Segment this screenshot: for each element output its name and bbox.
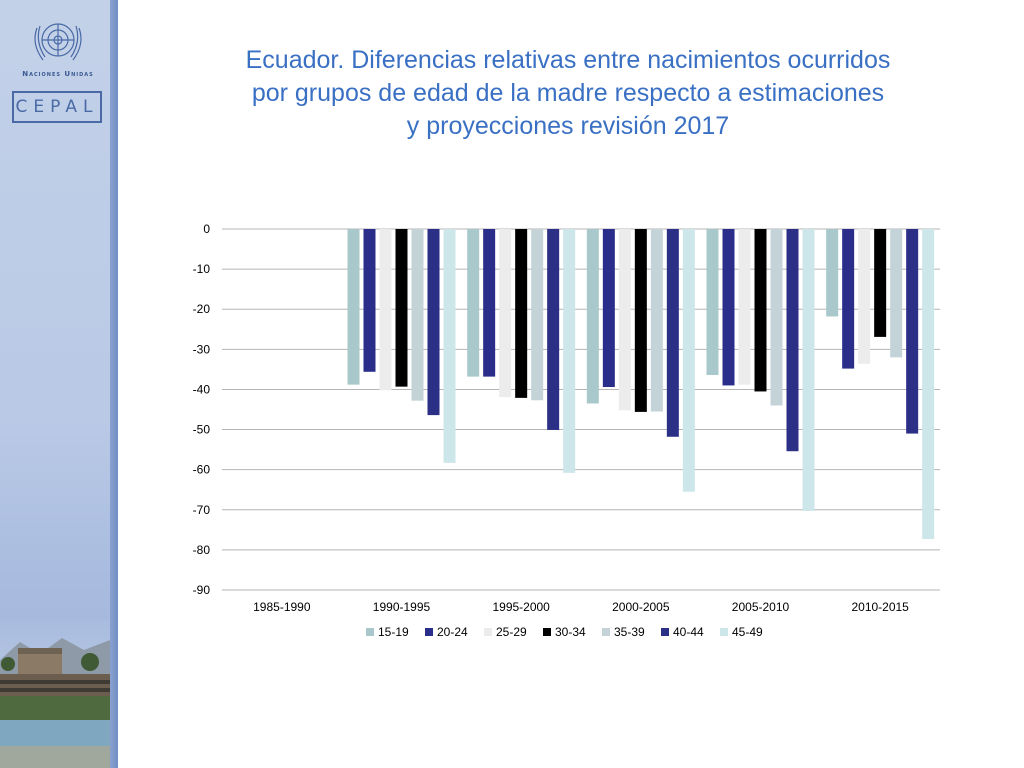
legend-label: 30-34: [555, 625, 586, 639]
x-tick-label: 1995-2000: [492, 600, 550, 614]
bar-30-34-1995-2000: [515, 229, 528, 398]
bar-45-49-2005-2010: [802, 229, 815, 511]
bar-40-44-1990-1995: [427, 229, 440, 416]
bar-20-24-2005-2010: [722, 229, 735, 386]
bar-35-39-1995-2000: [531, 229, 544, 401]
bar-45-49-1990-1995: [443, 229, 456, 463]
y-tick-label: -20: [193, 302, 211, 316]
sidebar-edge: [110, 0, 118, 768]
y-tick-label: -70: [193, 503, 211, 517]
bar-20-24-2010-2015: [842, 229, 855, 369]
y-tick-label: -90: [193, 583, 211, 597]
building-photo: [0, 620, 110, 768]
bar-45-49-2000-2005: [682, 229, 695, 492]
bar-45-49-2010-2015: [922, 229, 935, 540]
legend-swatch: [543, 628, 551, 636]
y-tick-label: -60: [193, 463, 211, 477]
legend-label: 20-24: [437, 625, 468, 639]
bar-45-49-1995-2000: [563, 229, 576, 473]
chart-title-line-1: Ecuador. Diferencias relativas entre nac…: [245, 46, 891, 74]
legend-label: 15-19: [378, 625, 409, 639]
legend-label: 45-49: [732, 625, 763, 639]
x-tick-label: 2010-2015: [851, 600, 909, 614]
cepal-logo-text: CEPAL: [15, 97, 99, 117]
bar-15-19-1990-1995: [347, 229, 360, 385]
legend-swatch: [425, 628, 433, 636]
grid-lines: [222, 228, 940, 591]
bar-25-29-1995-2000: [499, 229, 512, 398]
y-tick-label: -10: [193, 262, 211, 276]
bar-30-34-2005-2010: [754, 229, 767, 392]
sidebar-banner: Naciones Unidas CEPAL: [0, 0, 118, 768]
bar-25-29-2000-2005: [618, 229, 631, 411]
chart-title: Ecuador. Diferencias relativas entre nac…: [180, 44, 956, 143]
bar-15-19-2005-2010: [706, 229, 719, 376]
bar-15-19-2000-2005: [586, 229, 599, 404]
legend-label: 40-44: [673, 625, 704, 639]
bar-40-44-2010-2015: [906, 229, 919, 434]
bar-35-39-1990-1995: [411, 229, 424, 401]
legend-label: 25-29: [496, 625, 527, 639]
y-tick-label: -40: [193, 382, 211, 396]
bar-25-29-1990-1995: [379, 229, 392, 391]
x-tick-label: 2000-2005: [612, 600, 670, 614]
bar-20-24-2000-2005: [602, 229, 615, 388]
legend-swatch: [661, 628, 669, 636]
bar-25-29-2005-2010: [738, 229, 751, 385]
legend-swatch: [366, 628, 374, 636]
bar-40-44-2000-2005: [666, 229, 679, 437]
bar-35-39-2005-2010: [770, 229, 783, 406]
bar-30-34-2000-2005: [634, 229, 647, 412]
bar-35-39-2010-2015: [890, 229, 903, 358]
y-tick-label: -30: [193, 342, 211, 356]
legend: 15-19 20-24 25-29 30-34 35-39 40-44 45-49: [366, 625, 763, 639]
bar-20-24-1990-1995: [363, 229, 376, 372]
bar-40-44-2005-2010: [786, 229, 799, 452]
bar-30-34-1990-1995: [395, 229, 408, 387]
chart-title-line-3: y proyecciones revisión 2017: [406, 112, 730, 140]
y-axis-ticks: 0 -10 -20 -30 -40 -50 -60 -70 -80 -90: [193, 222, 211, 597]
bar-35-39-2000-2005: [650, 229, 663, 412]
cepal-logo: [12, 91, 102, 123]
x-tick-label: 2005-2010: [732, 600, 790, 614]
bar-20-24-1995-2000: [483, 229, 496, 377]
x-tick-label: 1985-1990: [253, 600, 311, 614]
chart-title-line-2: por grupos de edad de la madre respecto …: [251, 79, 885, 107]
x-axis-ticks: 1985-1990 1990-1995 1995-2000 2000-2005 2005…: [253, 600, 909, 614]
bar-chart: 0-10-20-30-40-50-60-70-80-90 1985-1990 19…: [193, 222, 940, 639]
legend-swatch: [484, 628, 492, 636]
legend-label: 35-39: [614, 625, 645, 639]
bar-15-19-1995-2000: [467, 229, 480, 377]
bar-30-34-2010-2015: [874, 229, 887, 337]
bar-15-19-2010-2015: [826, 229, 839, 317]
un-emblem-icon: [34, 23, 82, 61]
legend-swatch: [602, 628, 610, 636]
bar-40-44-1995-2000: [547, 229, 560, 430]
bar-25-29-2010-2015: [858, 229, 871, 364]
y-tick-label: -80: [193, 543, 211, 557]
y-tick-label: -50: [193, 423, 211, 437]
x-tick-label: 1990-1995: [373, 600, 431, 614]
bars: [347, 229, 935, 540]
legend-swatch: [720, 628, 728, 636]
un-name: Naciones Unidas: [22, 70, 94, 78]
y-tick-label: 0: [203, 222, 210, 236]
